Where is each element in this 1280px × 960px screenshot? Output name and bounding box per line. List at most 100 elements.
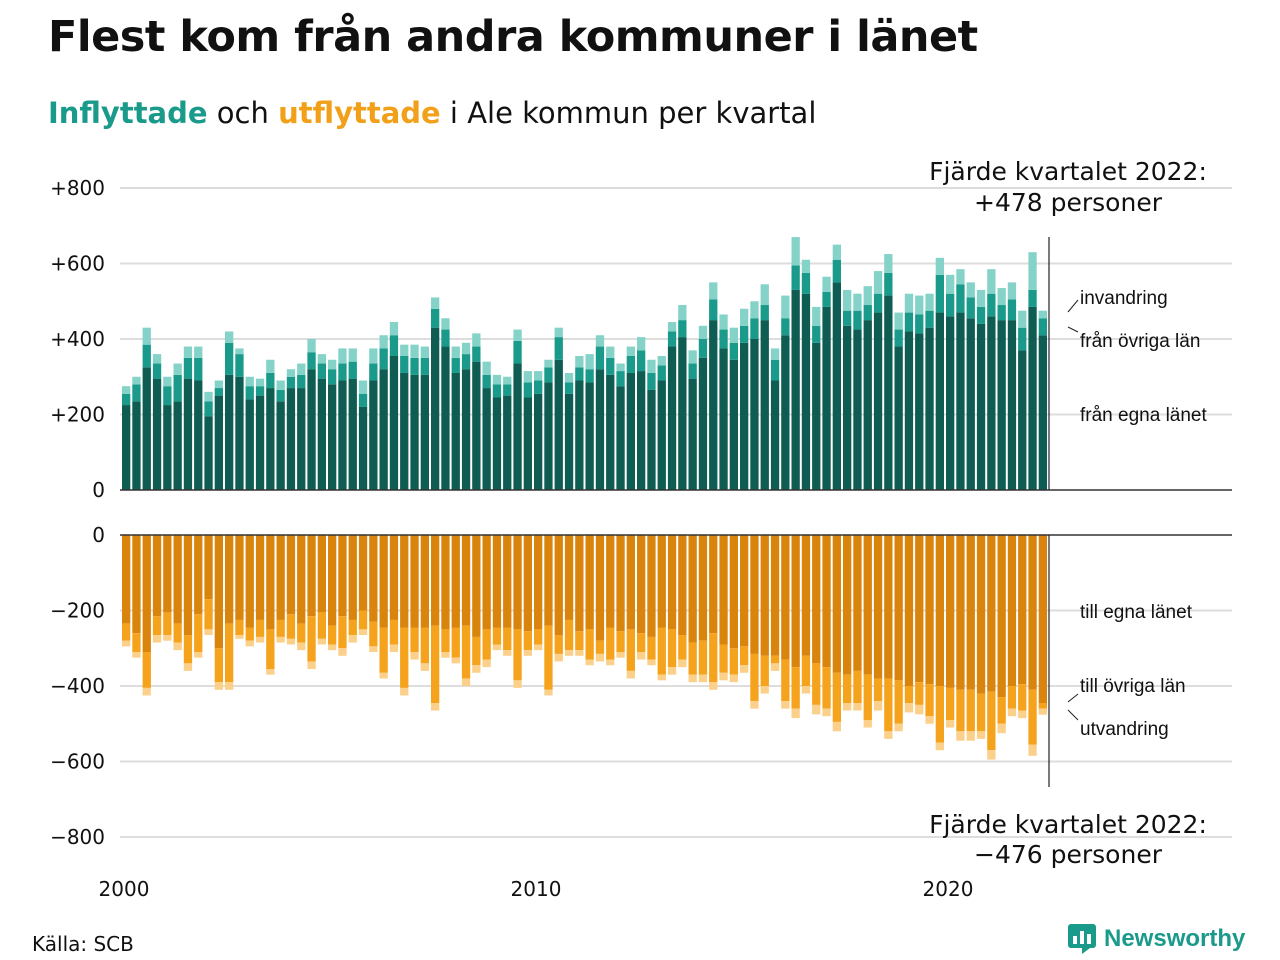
bar-inflyttade-2003K1-s1 bbox=[245, 386, 254, 400]
bar-inflyttade-2008K1-s0 bbox=[451, 372, 460, 491]
y-tick-label-utflyttade: −400 bbox=[50, 674, 105, 698]
bar-inflyttade-2020K4-s1 bbox=[976, 306, 986, 324]
bar-utflyttade-2015K3-s0 bbox=[760, 535, 769, 656]
bar-inflyttade-2009K3-s0 bbox=[513, 363, 522, 490]
bar-inflyttade-2016K3-s0 bbox=[801, 293, 811, 490]
bar-inflyttade-2002K2-s2 bbox=[214, 380, 223, 389]
bar-inflyttade-2015K4-s0 bbox=[770, 380, 780, 490]
bar-utflyttade-2019K4-s0 bbox=[935, 535, 944, 686]
bar-utflyttade-2020K1-s2 bbox=[946, 719, 955, 728]
leader-utvandring bbox=[1067, 709, 1079, 721]
bar-inflyttade-2004K4-s0 bbox=[317, 378, 326, 490]
bar-utflyttade-2003K4-s0 bbox=[276, 535, 285, 620]
bar-utflyttade-2011K1-s2 bbox=[575, 650, 584, 656]
bar-utflyttade-2016K3-s2 bbox=[801, 686, 811, 694]
bar-inflyttade-2017K3-s1 bbox=[843, 310, 852, 326]
bar-utflyttade-2012K3-s2 bbox=[637, 652, 646, 660]
bar-utflyttade-2012K3-s0 bbox=[637, 535, 646, 634]
bar-inflyttade-2013K1-s2 bbox=[657, 355, 666, 366]
bar-utflyttade-2019K2-s0 bbox=[915, 535, 924, 683]
bar-utflyttade-2006K3-s1 bbox=[389, 619, 399, 645]
bar-utflyttade-2015K2-s1 bbox=[750, 653, 759, 702]
bar-inflyttade-2015K1-s2 bbox=[740, 308, 749, 326]
bar-inflyttade-2014K2-s1 bbox=[709, 299, 718, 321]
bar-utflyttade-2009K1-s2 bbox=[492, 644, 502, 651]
bar-utflyttade-2012K2-s0 bbox=[626, 535, 635, 630]
bar-utflyttade-2018K2-s1 bbox=[873, 678, 883, 702]
bar-utflyttade-2011K2-s0 bbox=[585, 535, 594, 630]
bar-utflyttade-2017K3-s2 bbox=[843, 702, 852, 711]
bar-utflyttade-2011K1-s1 bbox=[575, 631, 584, 651]
y-tick-label-utflyttade: −200 bbox=[50, 599, 105, 623]
y-tick-label-inflyttade: +800 bbox=[50, 176, 105, 200]
bar-inflyttade-2000K3-s1 bbox=[142, 344, 151, 368]
bar-inflyttade-2005K3-s2 bbox=[348, 348, 357, 362]
annotation-bottom-line1: Fjärde kvartalet 2022: bbox=[929, 810, 1207, 839]
bar-inflyttade-2014K2-s0 bbox=[709, 320, 718, 491]
bar-inflyttade-2009K2-s1 bbox=[503, 384, 512, 396]
bar-inflyttade-2002K2-s0 bbox=[214, 395, 223, 491]
bar-inflyttade-2011K4-s1 bbox=[606, 357, 615, 375]
bar-utflyttade-2012K4-s2 bbox=[647, 659, 656, 666]
bar-utflyttade-2002K2-s0 bbox=[214, 535, 223, 649]
bar-inflyttade-2007K3-s2 bbox=[431, 297, 440, 309]
bar-utflyttade-2010K1-s2 bbox=[534, 644, 543, 651]
bar-utflyttade-2020K2-s1 bbox=[956, 689, 965, 732]
bar-inflyttade-2016K4-s2 bbox=[812, 306, 821, 326]
bar-utflyttade-2006K1-s2 bbox=[369, 646, 378, 653]
bar-utflyttade-2007K4-s0 bbox=[441, 535, 450, 630]
bar-inflyttade-2015K1-s0 bbox=[740, 342, 749, 490]
bar-inflyttade-2018K4-s0 bbox=[894, 346, 903, 490]
bar-utflyttade-2004K4-s1 bbox=[317, 612, 326, 639]
bar-utflyttade-2008K1-s0 bbox=[451, 535, 460, 628]
bar-utflyttade-2015K1-s0 bbox=[740, 535, 749, 647]
bar-inflyttade-2011K1-s2 bbox=[575, 355, 584, 368]
bar-inflyttade-2022K2-s2 bbox=[1038, 310, 1047, 319]
bar-utflyttade-2018K2-s0 bbox=[873, 535, 883, 679]
bar-inflyttade-2009K3-s1 bbox=[513, 340, 522, 364]
bar-inflyttade-2005K1-s0 bbox=[328, 384, 337, 490]
bar-inflyttade-2010K2-s1 bbox=[544, 367, 553, 383]
bar-inflyttade-2003K3-s2 bbox=[266, 359, 275, 373]
bar-utflyttade-2019K4-s1 bbox=[935, 686, 944, 743]
bar-inflyttade-2001K2-s1 bbox=[173, 374, 182, 402]
bar-inflyttade-2012K4-s2 bbox=[647, 359, 656, 373]
bar-inflyttade-2017K1-s1 bbox=[822, 291, 831, 307]
bar-utflyttade-2005K2-s0 bbox=[338, 535, 347, 617]
bar-utflyttade-2009K4-s0 bbox=[523, 535, 532, 632]
bar-inflyttade-2022K1-s0 bbox=[1028, 306, 1037, 490]
bar-utflyttade-2004K1-s1 bbox=[286, 614, 296, 639]
bar-inflyttade-2004K1-s0 bbox=[286, 388, 296, 490]
bar-inflyttade-2001K4-s1 bbox=[194, 357, 203, 381]
bar-inflyttade-2008K1-s2 bbox=[451, 346, 460, 358]
bar-utflyttade-2020K3-s0 bbox=[966, 535, 975, 690]
bar-utflyttade-2015K2-s2 bbox=[750, 701, 759, 709]
bar-utflyttade-2019K2-s1 bbox=[915, 682, 924, 705]
bar-utflyttade-2008K4-s0 bbox=[482, 535, 491, 630]
bar-inflyttade-2005K2-s2 bbox=[338, 348, 347, 364]
bar-inflyttade-2005K3-s1 bbox=[348, 361, 357, 379]
bar-inflyttade-2015K3-s2 bbox=[760, 284, 769, 306]
bar-inflyttade-2000K2-s0 bbox=[132, 401, 141, 490]
leader-invandring bbox=[1067, 299, 1079, 313]
bar-utflyttade-2013K3-s0 bbox=[678, 535, 687, 636]
bar-inflyttade-2020K3-s2 bbox=[966, 282, 975, 298]
bar-inflyttade-2001K2-s0 bbox=[173, 401, 182, 490]
bar-inflyttade-2000K4-s1 bbox=[152, 363, 162, 379]
bar-utflyttade-2018K3-s0 bbox=[884, 535, 893, 679]
bar-inflyttade-2006K3-s0 bbox=[389, 355, 399, 490]
bar-utflyttade-2006K2-s1 bbox=[379, 627, 388, 673]
bar-inflyttade-2006K2-s2 bbox=[379, 335, 388, 349]
bar-utflyttade-2016K1-s2 bbox=[781, 701, 790, 709]
bar-utflyttade-2014K3-s2 bbox=[719, 672, 728, 681]
bar-utflyttade-2016K2-s1 bbox=[791, 667, 800, 709]
bar-utflyttade-2016K1-s1 bbox=[781, 659, 790, 702]
bar-inflyttade-2006K2-s0 bbox=[379, 369, 388, 490]
bar-inflyttade-2013K2-s2 bbox=[667, 322, 677, 332]
bar-utflyttade-2005K3-s2 bbox=[348, 635, 357, 643]
bar-utflyttade-2001K1-s2 bbox=[163, 635, 172, 641]
bar-inflyttade-2008K2-s0 bbox=[461, 369, 471, 490]
bar-inflyttade-2008K1-s1 bbox=[451, 357, 460, 373]
bar-inflyttade-2018K1-s2 bbox=[863, 286, 872, 306]
bar-utflyttade-2010K3-s1 bbox=[554, 635, 563, 654]
